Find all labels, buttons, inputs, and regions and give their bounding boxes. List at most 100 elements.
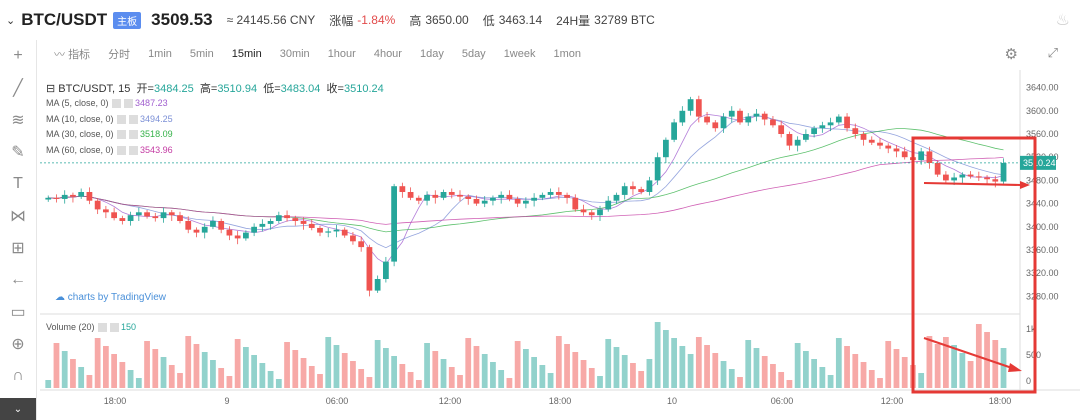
volume-bar [86,375,93,388]
candle-body [119,218,126,221]
volume-bar [663,330,669,388]
volume-bar [638,371,645,388]
text-icon[interactable]: T [13,175,23,192]
collapse-toolbar-button[interactable]: ⌄ [0,398,36,420]
volume-bar [621,355,628,388]
interval-tab[interactable]: 1min [148,48,172,60]
brush-icon[interactable]: ✎ [11,144,25,161]
candle-body [588,212,595,216]
volume-bar [967,361,974,388]
candle-body [547,192,554,195]
fullscreen-icon[interactable]: ⤢ [1047,45,1058,60]
time-tick-label: 9 [224,396,229,406]
candle-body [448,192,455,195]
candle-body [341,229,348,236]
price-tick-label: 3320.00 [1026,268,1059,278]
indicator-button[interactable]: 〰 指标 [54,49,91,61]
trendline-icon[interactable]: ╱ [13,80,23,97]
gear-icon[interactable]: ⚙ [1004,46,1018,63]
close-icon[interactable] [128,115,138,125]
settings-icon[interactable] [111,99,121,109]
settings-icon[interactable] [97,323,107,333]
volume-bar [1000,348,1007,388]
collapse-icon[interactable]: ⊟ [46,83,59,95]
ma-legend-row: MA (30, close, 0) 3518.09 [46,129,173,140]
candle-body [885,145,892,149]
candle-body [374,279,381,291]
ruler-icon[interactable]: ▭ [10,304,26,321]
chevron-down-icon[interactable]: ⌄ [6,14,16,27]
settings-icon[interactable] [116,146,126,156]
volume-bar [490,362,496,388]
close-icon[interactable] [128,130,138,140]
candle-body [761,113,768,120]
interval-tab[interactable]: 1hour [327,48,356,60]
candle-body [679,110,686,123]
settings-icon[interactable] [116,130,126,140]
candle-body [201,226,208,233]
volume-bar [597,376,603,388]
interval-tab[interactable]: 5min [189,48,214,60]
crosshair-icon[interactable]: + [13,47,23,64]
interval-tab[interactable]: 1day [419,48,444,60]
measure-icon[interactable]: ⊞ [11,240,25,257]
candle-body [284,215,290,219]
volume-bar [70,359,76,388]
candle-body [168,212,175,216]
candle-body [720,116,727,129]
interval-tab[interactable]: 4hour [373,48,402,60]
magnet-icon[interactable]: ∩ [12,367,24,384]
close-icon[interactable] [109,323,119,333]
interval-tab-active[interactable]: 15min [231,48,262,60]
candle-body [753,113,760,117]
volume-bar [432,351,439,388]
price-tick-label: 3360.00 [1026,245,1059,255]
pattern-icon[interactable]: ⋈ [10,208,26,225]
candle-body [695,99,702,117]
candle-body [103,209,109,213]
volume-bar [391,356,397,388]
candle-body [704,116,710,123]
price-chart[interactable]: 3640.003600.003560.003520.003480.003440.… [40,70,1080,416]
candle-body [737,110,743,123]
candle-body [383,261,389,279]
volume-bar [407,372,414,388]
volume-bar [860,362,867,388]
volume-bar [819,367,826,388]
candle-body [555,192,562,195]
interval-tab[interactable]: 30min [279,48,310,60]
interval-tab[interactable]: 5day [461,48,486,60]
price-tick-label: 3480.00 [1026,175,1059,185]
volume-bar [177,373,183,388]
interval-tab[interactable]: 分时 [108,49,131,61]
volume-bar [605,339,612,388]
candle-body [399,186,406,192]
close-icon[interactable] [128,146,138,156]
volume-bar [803,351,809,388]
tradingview-branding[interactable]: ☁ charts by TradingView [55,292,166,303]
candle-body [523,200,529,204]
pair-name[interactable]: BTC/USDT [21,10,108,29]
time-tick-label: 10 [667,396,677,406]
candle-body [819,125,826,129]
candle-body [951,177,957,181]
ma-legend-row: MA (60, close, 0) 3543.96 [46,145,173,156]
volume-bar [712,353,719,388]
candle-body [152,216,159,219]
indicator-icon: 〰 [54,49,69,61]
volume-bar [144,341,150,388]
candle-body [70,194,76,197]
interval-tab[interactable]: 1mon [553,48,582,60]
candle-body [144,212,150,217]
zoom-icon[interactable]: ⊕ [11,336,25,353]
back-arrow-icon[interactable]: ← [10,271,26,288]
candle-body [943,174,949,181]
settings-icon[interactable] [116,115,126,125]
change-label: 涨幅 [329,13,354,28]
interval-tab[interactable]: 1week [503,48,536,60]
candle-body [811,128,817,134]
close-icon[interactable] [123,99,133,109]
candle-body [984,177,990,180]
candle-body [234,235,241,239]
fib-icon[interactable]: ≋ [11,112,25,129]
